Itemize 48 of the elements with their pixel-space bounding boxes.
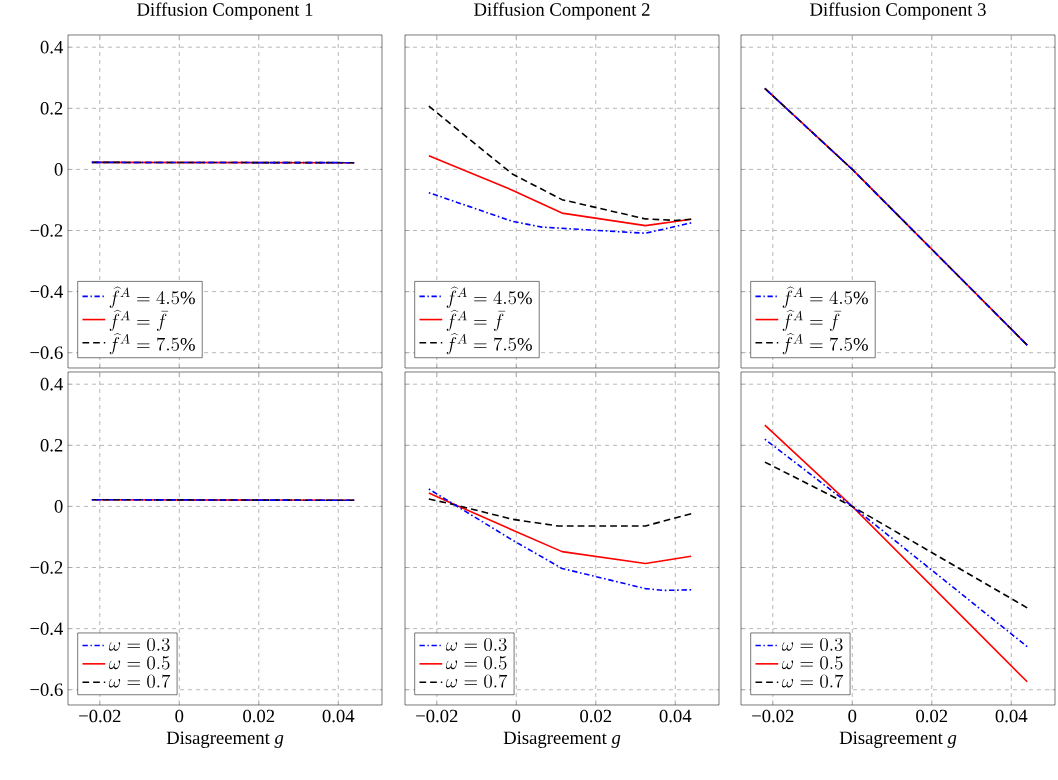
legend-label: $\omega = 0.7$ bbox=[445, 674, 508, 688]
legend-label: $\omega = 0.7$ bbox=[781, 674, 844, 688]
legend-label: $\widehat{f}^A = 7.5\%$ bbox=[782, 332, 868, 355]
x-tick-label: 0 bbox=[848, 709, 857, 723]
legend-label: $\omega = 0.3$ bbox=[445, 637, 507, 652]
legend-label: $\widehat{f}^A = \bar{f}$ bbox=[109, 309, 169, 332]
legend-label: $\widehat{f}^A = 7.5\%$ bbox=[109, 332, 195, 355]
y-tick-label: −0.4 bbox=[30, 622, 64, 635]
chart-title: Diffusion Component 2 bbox=[474, 2, 650, 20]
y-tick-label: 0 bbox=[54, 500, 63, 513]
y-tick-label: 0.4 bbox=[40, 40, 64, 54]
legend-label: $\widehat{f}^A = \bar{f}$ bbox=[782, 309, 842, 332]
x-axis-title: Disagreement g bbox=[166, 731, 284, 748]
y-tick-label: −0.6 bbox=[30, 346, 63, 360]
x-tick-label: 0.04 bbox=[322, 709, 355, 723]
legend-label: $\omega = 0.5$ bbox=[108, 656, 170, 670]
y-tick-label: 0 bbox=[54, 163, 63, 176]
y-tick-label: −0.6 bbox=[30, 683, 63, 697]
legend-label: $\widehat{f}^A = 4.5\%$ bbox=[109, 286, 195, 308]
legend-label: $\widehat{f}^A = 4.5\%$ bbox=[782, 286, 868, 308]
y-tick-label: −0.2 bbox=[30, 224, 63, 237]
y-tick-label: 0.2 bbox=[40, 101, 63, 115]
x-tick-label: 0.02 bbox=[580, 709, 612, 723]
chart-title: Diffusion Component 1 bbox=[137, 2, 313, 20]
y-tick-label: −0.4 bbox=[30, 285, 64, 298]
x-axis-title: Disagreement g bbox=[839, 731, 957, 748]
legend-label: $\omega = 0.3$ bbox=[108, 637, 170, 652]
legend-label: $\omega = 0.5$ bbox=[781, 656, 843, 670]
x-tick-label: 0 bbox=[175, 709, 184, 723]
legend-label: $\omega = 0.3$ bbox=[781, 637, 843, 652]
legend-label: $\widehat{f}^A = 4.5\%$ bbox=[446, 286, 532, 308]
x-tick-label: 0.02 bbox=[243, 709, 275, 723]
y-tick-label: 0.4 bbox=[40, 377, 64, 391]
x-tick-label: 0.04 bbox=[995, 709, 1028, 723]
chart-title: Diffusion Component 3 bbox=[810, 2, 986, 20]
legend-label: $\widehat{f}^A = \bar{f}$ bbox=[446, 309, 506, 332]
x-tick-label: 0.04 bbox=[659, 709, 692, 723]
x-axis-title: Disagreement g bbox=[503, 731, 621, 748]
x-tick-label: 0 bbox=[512, 709, 521, 723]
legend-label: $\widehat{f}^A = 7.5\%$ bbox=[446, 332, 532, 355]
legend-label: $\omega = 0.7$ bbox=[108, 674, 171, 688]
x-tick-label: −0.02 bbox=[79, 709, 121, 723]
x-tick-label: −0.02 bbox=[416, 709, 458, 723]
y-tick-label: 0.2 bbox=[40, 438, 63, 452]
legend-label: $\omega = 0.5$ bbox=[445, 656, 507, 670]
y-tick-label: −0.2 bbox=[30, 561, 63, 574]
x-tick-label: 0.02 bbox=[916, 709, 948, 723]
x-tick-label: −0.02 bbox=[752, 709, 794, 723]
